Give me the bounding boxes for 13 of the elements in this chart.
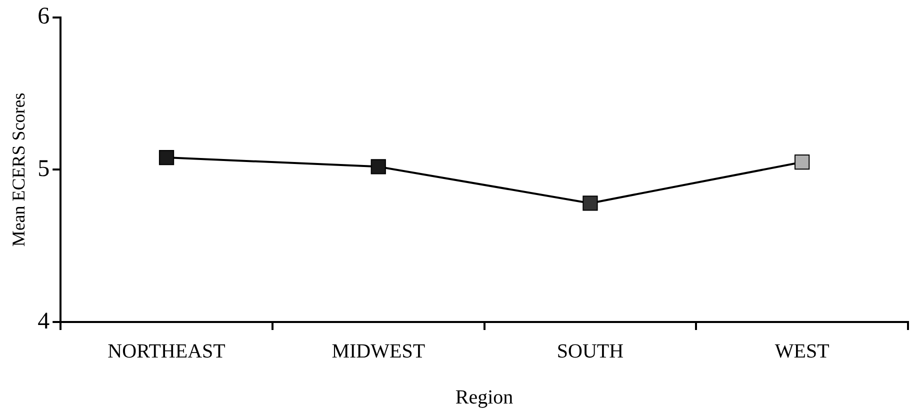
point xyxy=(158,150,174,166)
x-tick-label: SOUTH xyxy=(556,340,624,362)
x-axis-title: Region xyxy=(455,386,514,408)
y-axis-title: Mean ECERS Scores xyxy=(8,92,29,247)
y-tick-label: 5 xyxy=(38,156,50,182)
point xyxy=(370,159,386,174)
x-tick-label: NORTHEAST xyxy=(108,340,226,362)
point xyxy=(582,196,598,211)
x-tick-label: MIDWEST xyxy=(332,340,426,362)
y-tick-label: 4 xyxy=(38,308,50,334)
x-tick-label: WEST xyxy=(774,340,830,362)
y-tick-label: 6 xyxy=(38,4,50,30)
point xyxy=(794,154,810,170)
